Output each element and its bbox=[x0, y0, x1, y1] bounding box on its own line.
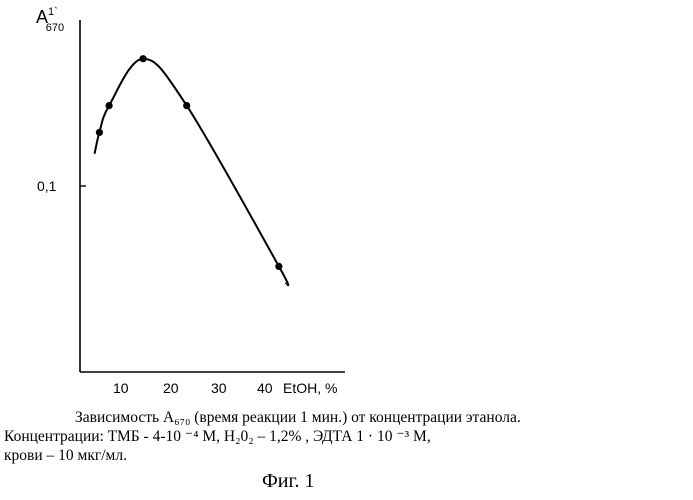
caption-line-3: крови – 10 мкг/мл. bbox=[4, 446, 127, 465]
y-axis-label-superscript: 1` bbox=[48, 6, 58, 18]
data-point-1 bbox=[96, 129, 103, 136]
caption-line-2: Концентрации: ТМБ - 4-10 ⁻⁴ М, H₂0₂ – 1,… bbox=[4, 427, 431, 446]
figure-label: Фиг. 1 bbox=[262, 470, 314, 493]
data-points bbox=[96, 55, 283, 270]
x-tick-label-40: 40 bbox=[257, 380, 273, 396]
y-axis-label-subscript: 670 bbox=[46, 22, 64, 34]
data-point-3 bbox=[139, 55, 146, 62]
caption-line-1: Зависимость A₆₇₀ (время реакции 1 мин.) … bbox=[75, 408, 521, 427]
x-tick-label-10: 10 bbox=[113, 380, 129, 396]
x-tick-label-30: 30 bbox=[211, 380, 227, 396]
y-axis-label: A1`670 bbox=[36, 6, 64, 34]
data-point-4 bbox=[183, 102, 190, 109]
x-axis-label: EtOH, % bbox=[283, 380, 337, 396]
data-point-2 bbox=[106, 102, 113, 109]
chart-canvas: A1`670 0,1 10 20 30 40 EtOH, % bbox=[0, 0, 693, 470]
y-tick-label-0.1: 0,1 bbox=[37, 178, 57, 194]
x-tick-label-20: 20 bbox=[163, 380, 179, 396]
series-line bbox=[95, 59, 289, 285]
data-point-5 bbox=[275, 263, 282, 270]
